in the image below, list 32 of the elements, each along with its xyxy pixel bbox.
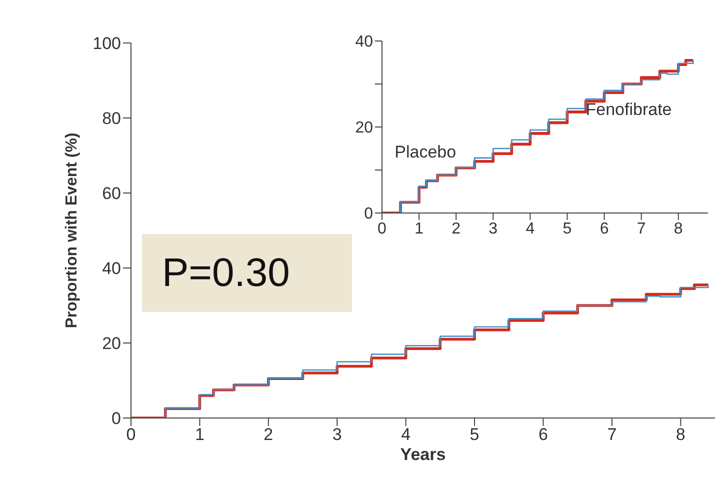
y-tick-label: 80	[102, 109, 121, 128]
x-tick-label: 1	[414, 220, 424, 238]
x-axis-title: Years	[400, 445, 446, 464]
x-tick-label: 2	[452, 220, 461, 238]
x-tick-label: 5	[562, 220, 572, 238]
x-tick-label: 0	[378, 220, 387, 238]
x-tick-label: 2	[264, 425, 274, 444]
x-tick-label: 6	[538, 425, 548, 444]
x-tick-label: 3	[488, 220, 498, 238]
y-axis-title: Proportion with Event (%)	[64, 132, 81, 328]
x-tick-label: 7	[607, 425, 617, 444]
y-tick-label: 0	[364, 206, 374, 223]
x-tick-label: 8	[674, 220, 683, 238]
x-tick-label: 4	[526, 220, 535, 238]
series-label: Fenofibrate	[586, 100, 672, 120]
x-tick-label: 7	[636, 220, 646, 238]
annotation: P=0.30	[142, 234, 352, 312]
series-label: Placebo	[394, 142, 456, 162]
x-tick-label: 1	[194, 425, 204, 444]
y-tick-label: 100	[92, 34, 121, 54]
y-tick-label: 0	[112, 409, 121, 428]
x-tick-label: 6	[600, 220, 609, 238]
y-tick-label: 20	[102, 334, 121, 354]
y-tick-label: 20	[355, 120, 374, 137]
y-tick-label: 60	[102, 184, 121, 204]
y-tick-label: 40	[355, 34, 374, 51]
x-tick-label: 5	[470, 425, 480, 444]
x-tick-label: 3	[332, 425, 342, 444]
x-tick-label: 0	[126, 425, 136, 444]
x-tick-label: 4	[401, 425, 411, 444]
x-tick-label: 8	[676, 425, 686, 444]
y-tick-label: 40	[102, 259, 121, 278]
